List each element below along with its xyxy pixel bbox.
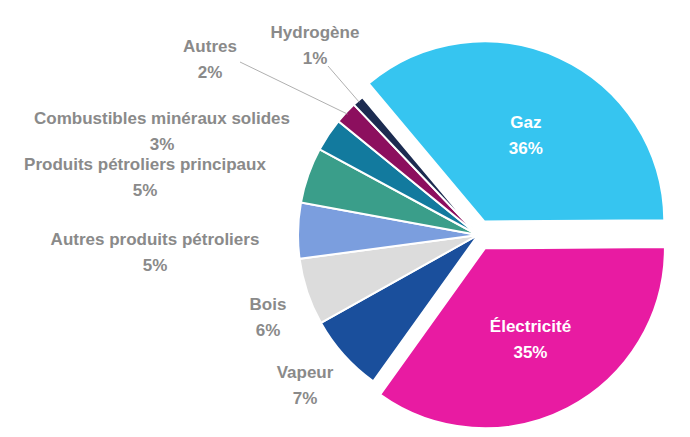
slice-value-label: 36% (509, 139, 543, 158)
slice-value-label: 5% (143, 256, 168, 275)
slice-label: Gaz (510, 113, 541, 132)
pie-slice (320, 121, 478, 235)
slice-label: Vapeur (277, 363, 334, 382)
chart: Gaz 36% Électricité 35% Vapeur 7% Bois 6% Autres… (0, 0, 690, 437)
slice-label: Bois (250, 295, 287, 314)
slice-label: Hydrogène (271, 23, 360, 42)
chart-container: Gaz 36% Électricité 35% Vapeur 7% Bois 6% Autres… (0, 0, 690, 437)
slice-label: Autres produits pétroliers (51, 230, 260, 249)
leader-line (328, 66, 359, 102)
pie-slice (339, 105, 478, 235)
labels: Gaz 36% Électricité 35% Vapeur 7% Bois 6% Autres… (24, 23, 571, 408)
slice-value-label: 2% (198, 63, 223, 82)
slice-value-label: 3% (150, 135, 175, 154)
slice-value-label: 6% (256, 321, 281, 340)
slice-label: Électricité (490, 317, 571, 336)
slice-label: Combustibles minéraux solides (34, 109, 290, 128)
pie (298, 41, 665, 428)
slice-value-label: 35% (513, 343, 547, 362)
slice-label: Autres (183, 37, 237, 56)
slice-value-label: 5% (133, 181, 158, 200)
pie-slice (354, 97, 478, 235)
slice-value-label: 1% (303, 49, 328, 68)
slice-value-label: 7% (293, 389, 318, 408)
slice-label: Produits pétroliers principaux (24, 155, 266, 174)
